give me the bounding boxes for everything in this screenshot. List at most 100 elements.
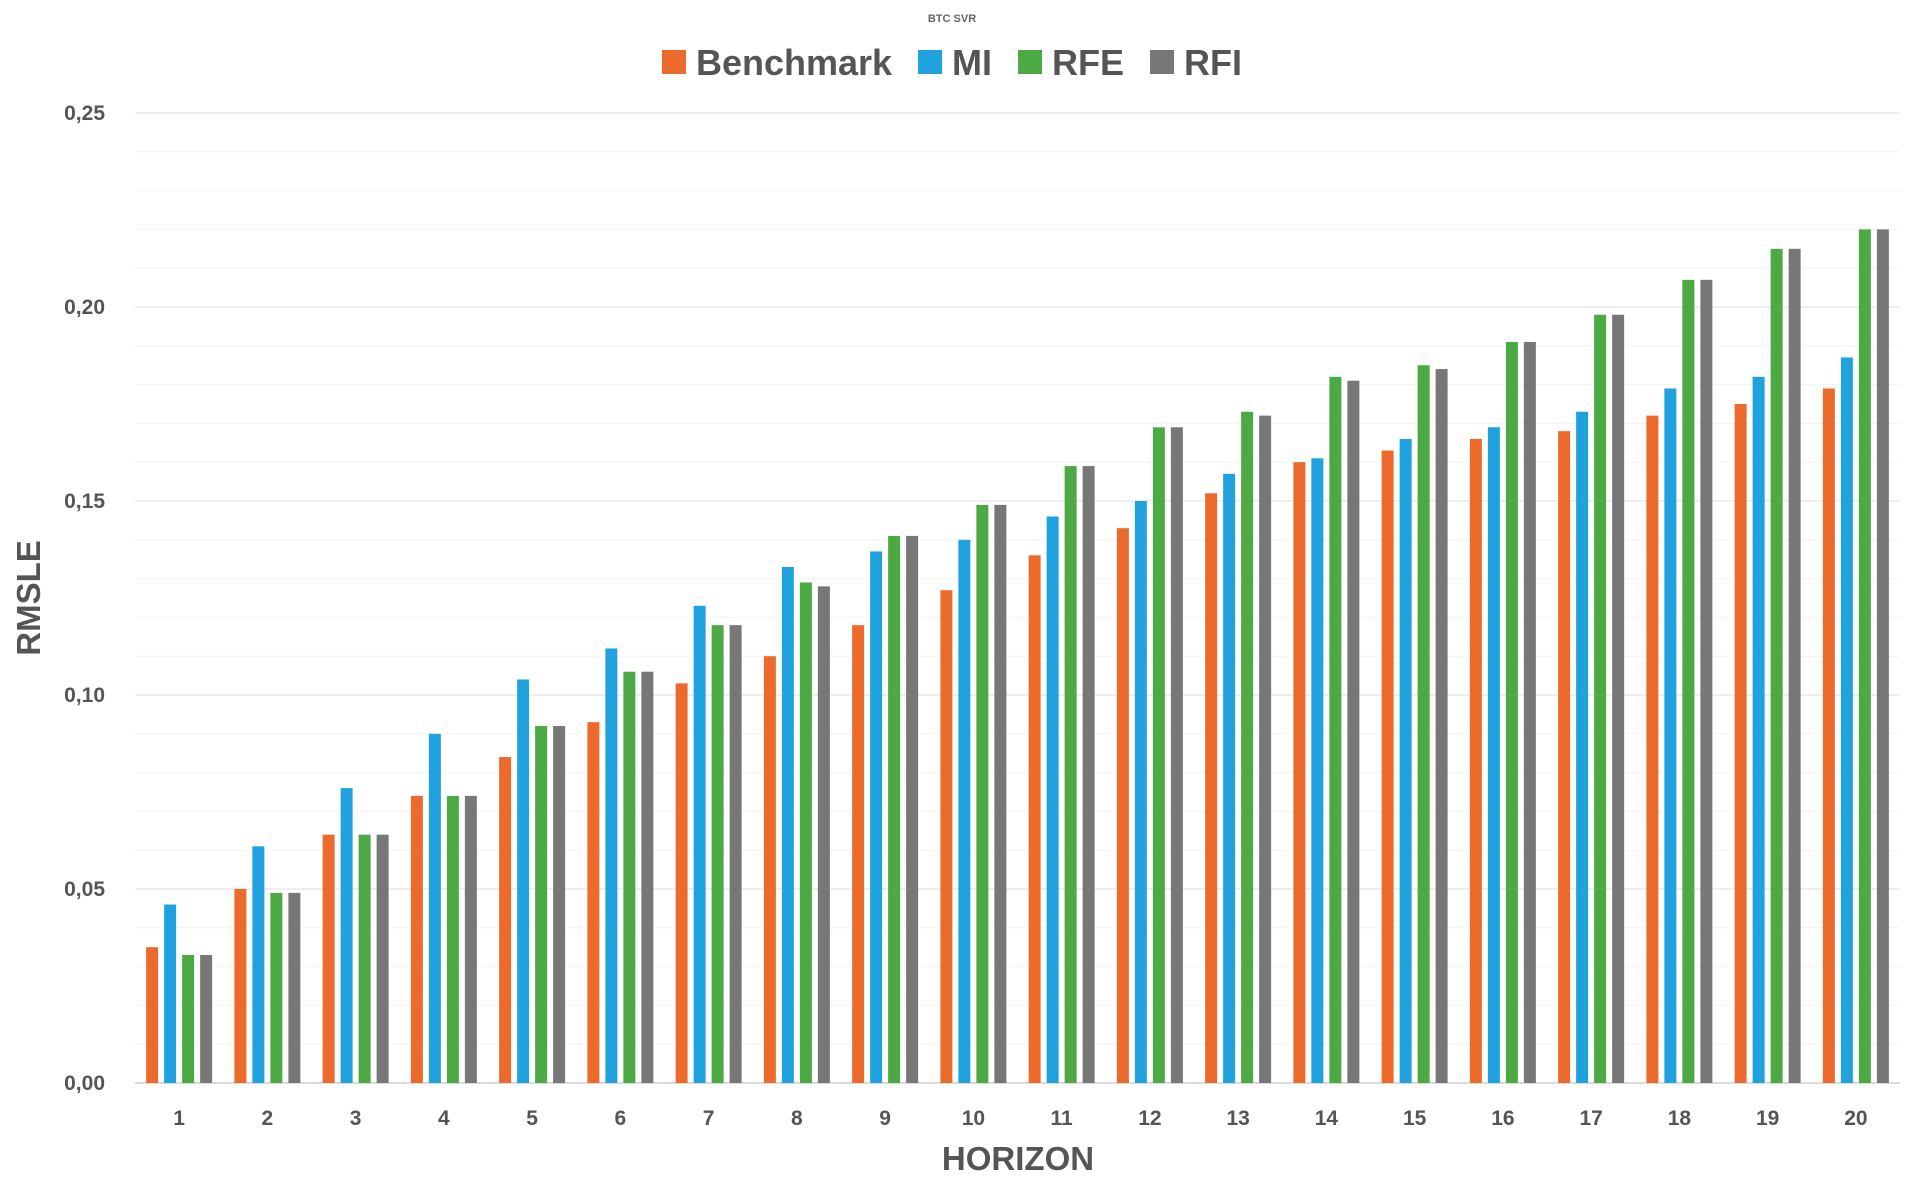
x-axis-ticks: 1 2 3 4 5 6 7 8 9 10 11 12 13 14 15 16 17 18 19 20 bbox=[173, 1107, 1867, 1130]
bar-mi-13 bbox=[1223, 473, 1236, 1084]
bar-rfi-6 bbox=[641, 671, 654, 1083]
bar-rfe-3 bbox=[358, 834, 371, 1083]
bar-rfi-14 bbox=[1347, 380, 1360, 1084]
x-tick-label: 14 bbox=[1315, 1107, 1339, 1130]
bar-benchmark-11 bbox=[1028, 555, 1041, 1083]
bar-rfi-3 bbox=[376, 834, 389, 1083]
bar-rfe-19 bbox=[1770, 248, 1783, 1084]
x-tick-label: 16 bbox=[1491, 1107, 1514, 1130]
bar-rfe-5 bbox=[535, 726, 548, 1083]
y-tick-label: 0,00 bbox=[64, 1072, 105, 1095]
bar-benchmark-7 bbox=[675, 683, 688, 1083]
legend-label-benchmark: Benchmark bbox=[696, 42, 893, 83]
legend-swatch-mi bbox=[918, 50, 943, 74]
bar-rfi-2 bbox=[288, 892, 301, 1083]
legend: Benchmark MI RFE RFI bbox=[661, 42, 1242, 83]
bar-mi-17 bbox=[1576, 411, 1589, 1083]
bar-rfe-8 bbox=[799, 582, 812, 1083]
bar-benchmark-10 bbox=[940, 590, 953, 1083]
bar-benchmark-17 bbox=[1558, 431, 1571, 1083]
bar-rfi-13 bbox=[1259, 415, 1272, 1083]
bar-rfi-5 bbox=[553, 726, 566, 1083]
bar-rfe-11 bbox=[1064, 466, 1077, 1084]
x-tick-label: 2 bbox=[262, 1107, 274, 1130]
x-tick-label: 20 bbox=[1844, 1107, 1867, 1130]
bar-rfe-2 bbox=[270, 892, 283, 1083]
x-tick-label: 5 bbox=[526, 1107, 538, 1130]
bar-benchmark-1 bbox=[146, 947, 159, 1083]
bar-benchmark-18 bbox=[1646, 415, 1659, 1083]
bars bbox=[146, 229, 1889, 1084]
y-tick-label: 0,20 bbox=[64, 296, 105, 319]
gridlines bbox=[135, 112, 1900, 1084]
x-tick-label: 17 bbox=[1579, 1107, 1602, 1130]
bar-rfi-15 bbox=[1435, 369, 1448, 1084]
y-axis-ticks: 0,00 0,05 0,10 0,15 0,20 0,25 bbox=[64, 102, 105, 1095]
bar-benchmark-9 bbox=[852, 625, 865, 1083]
bar-mi-12 bbox=[1134, 501, 1147, 1083]
bar-mi-2 bbox=[252, 846, 265, 1083]
bar-rfi-7 bbox=[729, 625, 742, 1083]
bar-mi-5 bbox=[517, 679, 530, 1083]
bar-rfe-16 bbox=[1505, 341, 1518, 1083]
x-tick-label: 10 bbox=[962, 1107, 985, 1130]
bar-rfe-7 bbox=[711, 625, 724, 1083]
bar-mi-20 bbox=[1840, 357, 1853, 1083]
bar-benchmark-8 bbox=[763, 656, 776, 1083]
legend-swatch-rfi bbox=[1150, 50, 1175, 74]
bar-benchmark-15 bbox=[1381, 450, 1394, 1083]
y-tick-label: 0,10 bbox=[64, 684, 105, 707]
x-tick-label: 15 bbox=[1403, 1107, 1427, 1130]
bar-rfe-14 bbox=[1329, 376, 1342, 1084]
bar-benchmark-4 bbox=[410, 795, 423, 1083]
bar-rfi-20 bbox=[1876, 229, 1889, 1083]
bar-rfi-9 bbox=[906, 535, 919, 1083]
bar-rfi-19 bbox=[1788, 248, 1801, 1084]
bar-rfe-15 bbox=[1417, 365, 1430, 1083]
bar-rfe-10 bbox=[976, 504, 989, 1083]
x-axis-title: HORIZON bbox=[942, 1140, 1094, 1177]
x-tick-label: 12 bbox=[1138, 1107, 1161, 1130]
bar-mi-9 bbox=[870, 551, 883, 1083]
bar-rfi-17 bbox=[1612, 314, 1625, 1083]
bar-benchmark-14 bbox=[1293, 462, 1306, 1083]
bar-mi-11 bbox=[1046, 516, 1059, 1083]
bar-mi-16 bbox=[1487, 427, 1500, 1083]
x-tick-label: 6 bbox=[615, 1107, 627, 1130]
x-tick-label: 3 bbox=[350, 1107, 362, 1130]
bar-mi-10 bbox=[958, 539, 971, 1083]
chart-title: BTC SVR bbox=[928, 13, 976, 25]
bar-rfe-6 bbox=[623, 671, 636, 1083]
bar-mi-18 bbox=[1664, 388, 1677, 1084]
bar-rfe-12 bbox=[1152, 427, 1165, 1083]
bar-rfe-17 bbox=[1594, 314, 1607, 1083]
bar-rfe-9 bbox=[888, 535, 901, 1083]
bar-mi-14 bbox=[1311, 458, 1324, 1083]
bar-benchmark-16 bbox=[1469, 438, 1482, 1083]
legend-swatch-rfe bbox=[1018, 50, 1043, 74]
bar-rfi-8 bbox=[817, 586, 830, 1083]
bar-rfi-4 bbox=[464, 795, 477, 1083]
bar-rfe-20 bbox=[1858, 229, 1871, 1083]
bar-rfe-4 bbox=[446, 795, 459, 1083]
x-tick-label: 8 bbox=[791, 1107, 803, 1130]
legend-label-rfe: RFE bbox=[1052, 42, 1124, 83]
y-axis-title: RMSLE bbox=[10, 540, 47, 656]
bar-rfi-11 bbox=[1082, 466, 1095, 1084]
bar-mi-15 bbox=[1399, 438, 1412, 1083]
x-tick-label: 4 bbox=[438, 1107, 450, 1130]
bar-mi-3 bbox=[340, 788, 353, 1083]
bar-benchmark-2 bbox=[234, 889, 247, 1083]
bar-rfi-1 bbox=[200, 954, 213, 1083]
bar-benchmark-20 bbox=[1822, 388, 1835, 1084]
bar-mi-6 bbox=[605, 648, 618, 1083]
x-tick-label: 19 bbox=[1756, 1107, 1779, 1130]
x-tick-label: 7 bbox=[703, 1107, 715, 1130]
bar-benchmark-6 bbox=[587, 722, 600, 1083]
bar-rfi-10 bbox=[994, 504, 1007, 1083]
bar-benchmark-12 bbox=[1116, 528, 1129, 1083]
bar-mi-19 bbox=[1752, 376, 1765, 1084]
bar-mi-7 bbox=[693, 605, 706, 1083]
x-tick-label: 13 bbox=[1226, 1107, 1249, 1130]
